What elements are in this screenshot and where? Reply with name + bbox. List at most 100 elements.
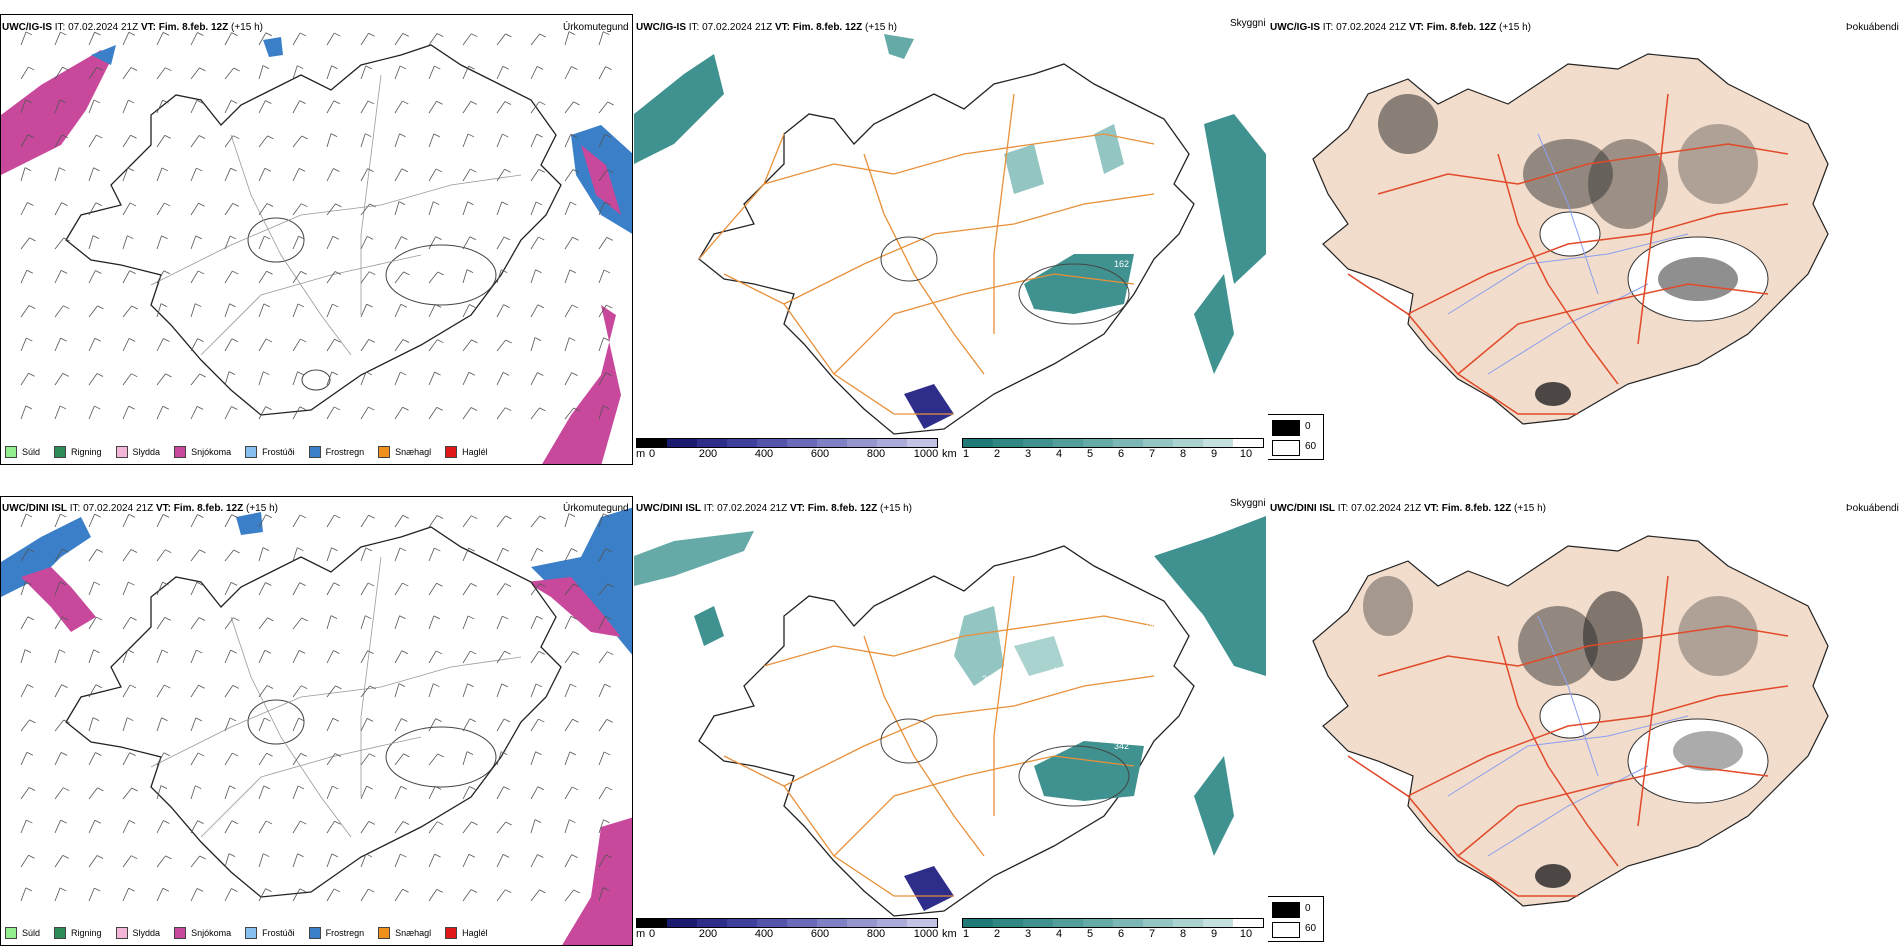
wind-barb (292, 785, 299, 800)
wind-barb-flag (131, 787, 138, 792)
wind-barb (360, 100, 369, 114)
wind-barb (530, 854, 538, 868)
wind-barb-flag (400, 371, 407, 376)
legend-swatch (378, 927, 391, 939)
wind-barb (496, 583, 506, 596)
wind-barb-flag (26, 269, 34, 274)
wind-barb (530, 134, 537, 148)
wind-barb-flag (604, 683, 611, 688)
wind-barb-flag (265, 32, 273, 37)
wind-barb-flag (501, 201, 508, 206)
wind-barb (156, 373, 166, 386)
wind-barb-flag (62, 373, 69, 377)
wind-barb-flag (402, 339, 410, 343)
fog-legend-label-low: 60 (1305, 441, 1317, 452)
wind-barb (394, 168, 403, 182)
wind-barb (54, 270, 62, 284)
elevation-tick: 800 (866, 448, 886, 460)
wind-barb (258, 303, 265, 318)
wind-barb-flag (301, 685, 308, 690)
wind-barb (88, 820, 96, 834)
legend-label: Haglél (462, 928, 488, 938)
wind-barb-flag (263, 303, 270, 308)
wind-barb (156, 752, 165, 766)
wind-barb (326, 514, 335, 528)
legend-label: Frostúði (262, 447, 295, 457)
wind-barb (360, 786, 367, 800)
wind-barb-flag (301, 135, 308, 140)
wind-barb (326, 65, 332, 80)
wind-barb-flag (369, 271, 376, 276)
wind-barb-flag (297, 371, 304, 376)
wind-barb-flag (265, 888, 272, 893)
wind-barb (462, 304, 470, 318)
wind-barb (122, 305, 133, 318)
wind-barb (394, 718, 402, 732)
wind-barb-flag (93, 649, 100, 654)
wind-barb-flag (28, 854, 35, 859)
wind-barb-flag (571, 548, 578, 552)
wind-barb-flag (470, 889, 478, 893)
wind-barb-flag (25, 887, 32, 892)
wind-barb-flag (400, 303, 408, 308)
wind-barb-flag (365, 371, 373, 376)
wind-barb-flag (60, 337, 67, 342)
wind-barb (224, 888, 232, 902)
wind-barb (564, 337, 570, 352)
wind-barb-flag (299, 100, 306, 105)
wind-barb (326, 271, 336, 284)
wind-barb-flag (573, 889, 580, 894)
wind-barb (122, 888, 129, 902)
wind-barb (88, 167, 94, 182)
wind-barb-flag (263, 371, 270, 376)
wind-barb (258, 685, 268, 698)
wind-barb (224, 406, 232, 420)
wind-barb (360, 515, 369, 528)
wind-barb (428, 133, 435, 148)
wind-barb-flag (26, 819, 33, 824)
wind-barb-flag (538, 718, 545, 723)
wind-barb-flag (128, 513, 136, 518)
wind-barb-flag (537, 372, 544, 376)
wind-barb (122, 32, 130, 46)
wind-barb-flag (63, 305, 70, 310)
wind-barb-flag (96, 855, 104, 859)
wind-barb (326, 718, 334, 732)
wind-barb (292, 371, 298, 386)
wind-barb-flag (436, 407, 443, 411)
wind-barb (394, 650, 403, 664)
elevation-tick: 0 (648, 448, 656, 460)
wind-barb (360, 406, 369, 420)
wind-barb (496, 889, 506, 902)
wind-barb (156, 785, 162, 800)
wind-barb-flag (605, 548, 612, 553)
wind-barb-flag (436, 33, 444, 37)
wind-barb-flag (468, 853, 476, 858)
wind-barb-flag (471, 515, 478, 520)
wind-barb (224, 303, 230, 318)
wind-barb-flag (162, 99, 169, 104)
wind-barb (428, 821, 438, 834)
wind-barb (394, 753, 404, 766)
wind-barb (598, 237, 608, 250)
wind-barb-flag (59, 649, 66, 654)
elevation-tick: 400 (754, 448, 774, 460)
wind-barb (54, 719, 65, 732)
wind-barb-flag (505, 515, 512, 520)
wind-barb-flag (537, 786, 545, 791)
wind-barb-flag (160, 303, 168, 307)
legend-item: Súld (5, 446, 40, 458)
wind-barb (156, 617, 166, 630)
wind-barb-flag (570, 133, 578, 138)
wind-barb (598, 719, 608, 732)
wind-barb (428, 101, 437, 114)
wind-barb (88, 717, 94, 732)
legend-swatch (308, 446, 321, 458)
wind-barb-flag (433, 615, 440, 620)
wind-barb-flag (298, 168, 306, 172)
wind-barb (54, 752, 62, 766)
wind-barb-flag (63, 787, 70, 792)
wind-barb-flag (433, 133, 440, 138)
wind-barb-flag (233, 617, 240, 622)
wind-barb (292, 303, 299, 318)
